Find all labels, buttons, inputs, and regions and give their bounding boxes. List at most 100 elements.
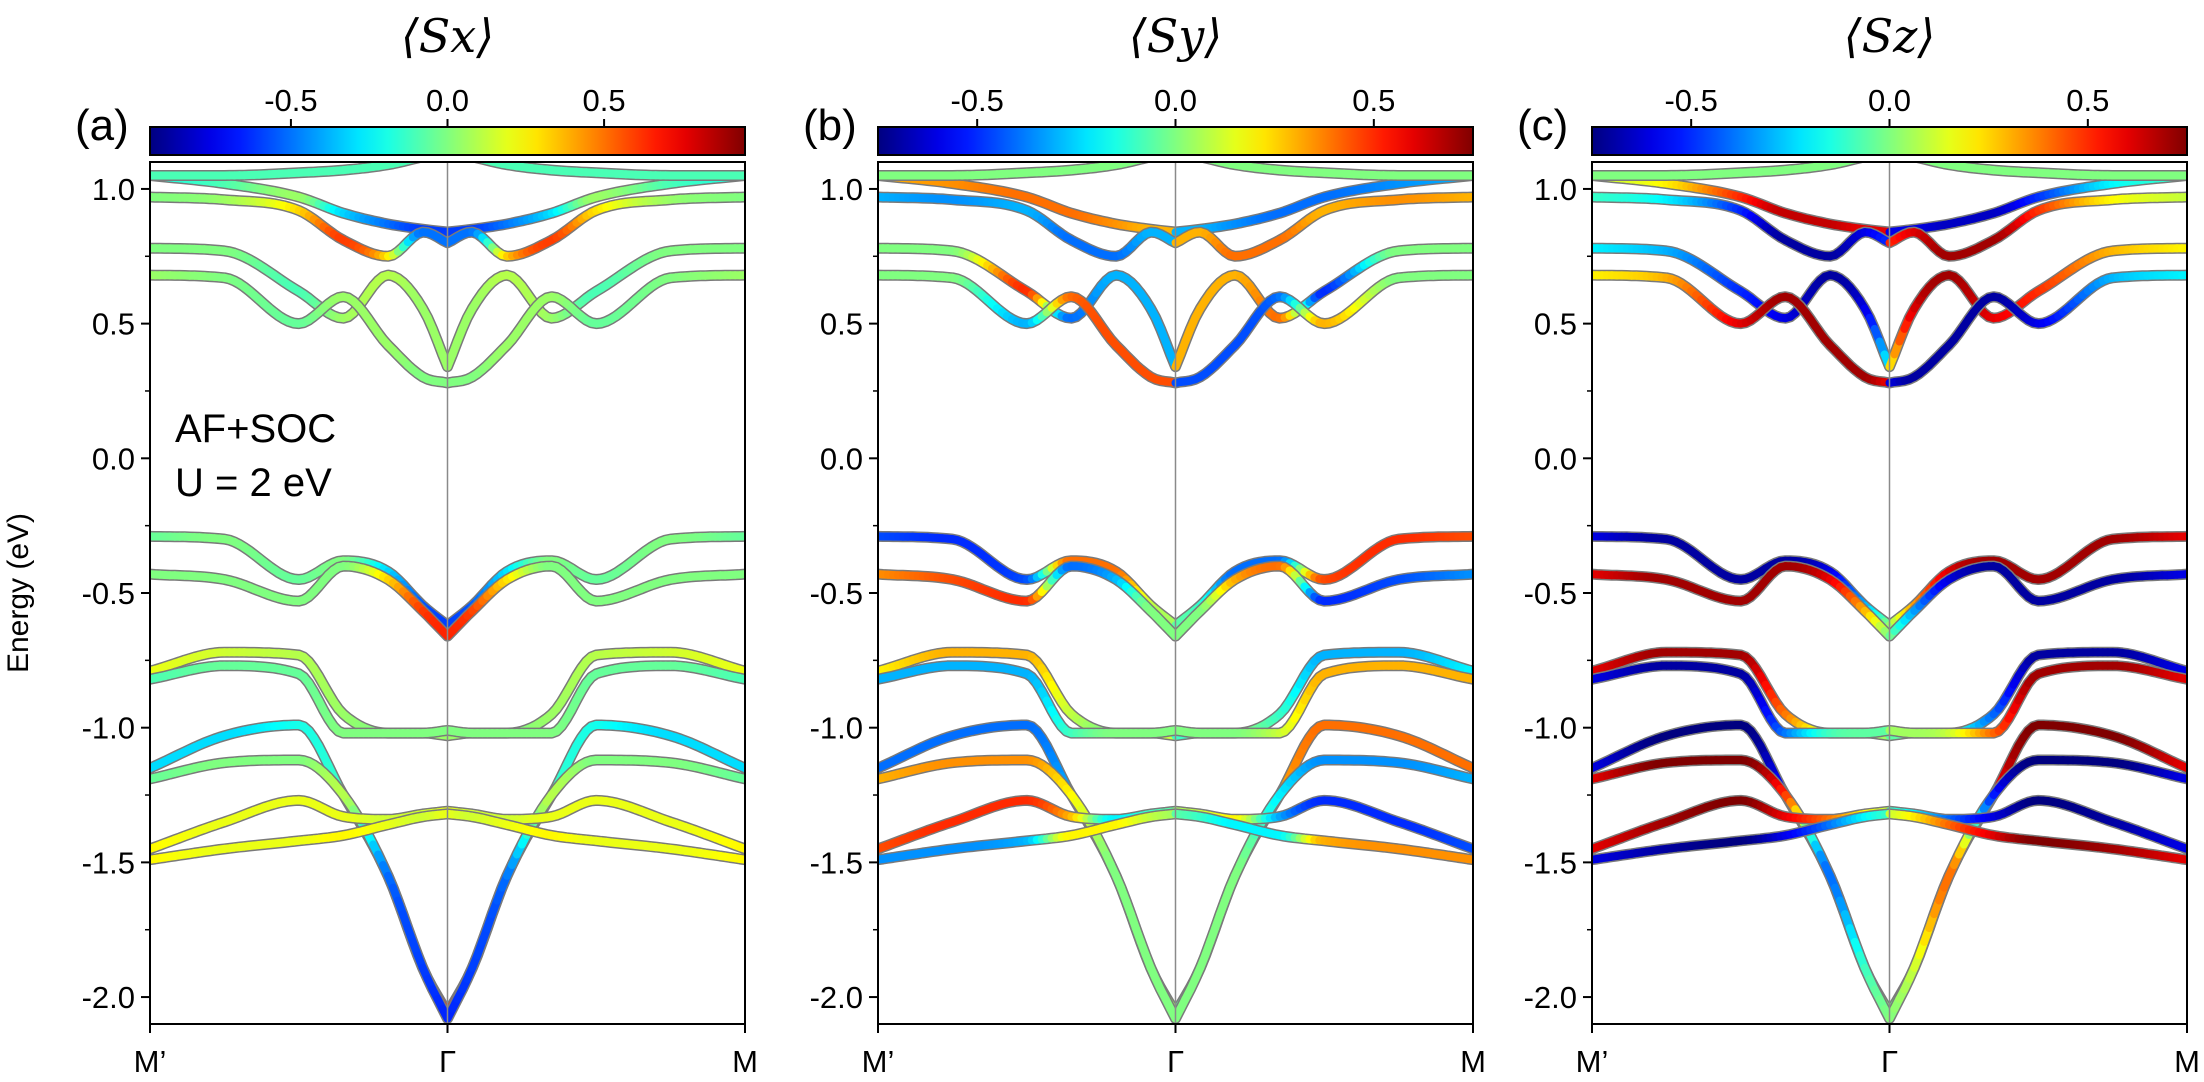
colorbar-tick-label: 0.5	[1352, 83, 1395, 118]
x-tick-label: Γ	[439, 1044, 456, 1079]
annotation-line: U = 2 eV	[175, 461, 332, 505]
y-tick-label: 0.5	[1534, 307, 1577, 342]
x-tick-label: Γ	[1881, 1044, 1898, 1079]
band-3	[150, 269, 745, 389]
band-5	[150, 560, 745, 642]
band-2	[150, 242, 745, 373]
band-4	[878, 530, 1473, 631]
x-tick-label: M	[1460, 1044, 1486, 1079]
colorbar-tick-label: 0.0	[426, 83, 469, 118]
band-segment	[409, 162, 419, 164]
y-axis-label: Energy (eV)	[2, 513, 35, 673]
x-tick-label: M	[732, 1044, 758, 1079]
band-11	[150, 808, 745, 866]
band-4	[150, 530, 745, 631]
colorbar-tick-label: 0.5	[2066, 83, 2109, 118]
band-segment	[1146, 157, 1151, 158]
x-axis: M’ Γ M	[862, 1024, 1486, 1079]
y-tick-label: 1.0	[92, 172, 135, 207]
band-segment	[1207, 162, 1219, 165]
band-segment	[1914, 157, 1919, 158]
x-axis: M’ Γ M	[1576, 1024, 2200, 1079]
panel-2: -2.0 -1.5 -1.0 -0.5 0.0 0.5 1.0 M’ Γ M -0.5 0.0 0.5 ⟨…	[1517, 9, 2200, 1079]
band-1	[150, 191, 745, 262]
y-axis: -2.0 -1.5 -1.0 -0.5 0.0 0.5 1.0	[1524, 172, 1592, 1015]
colorbar-label: ⟨Sz⟩	[1844, 9, 1936, 63]
band-segment	[1918, 162, 1928, 164]
band-1	[878, 191, 1473, 262]
band-segment	[1860, 157, 1865, 158]
band-7	[1592, 660, 2187, 739]
panel-label: (b)	[803, 101, 857, 150]
colorbar-tick-label: 0.0	[1154, 83, 1197, 118]
x-tick-label: M’	[1576, 1044, 1609, 1079]
colorbar: -0.5 0.0 0.5 ⟨Sx⟩	[149, 9, 746, 156]
y-tick-label: -1.5	[82, 845, 135, 880]
band-segment	[479, 162, 491, 165]
y-tick-label: -1.0	[810, 711, 863, 746]
band-segment	[472, 157, 477, 158]
x-tick-label: M’	[862, 1044, 895, 1079]
y-tick-label: 1.0	[1534, 172, 1577, 207]
y-tick-label: 0.0	[1534, 441, 1577, 476]
x-axis: M’ Γ M	[134, 1024, 758, 1079]
y-axis: -2.0 -1.5 -1.0 -0.5 0.0 0.5 1.0	[810, 172, 878, 1015]
bands	[150, 157, 745, 1024]
colorbar-tick-label: -0.5	[264, 83, 317, 118]
y-tick-label: -2.0	[1524, 980, 1577, 1015]
band-segment	[476, 162, 486, 164]
colorbar-tick-label: 0.5	[583, 83, 626, 118]
panel-1: -2.0 -1.5 -1.0 -0.5 0.0 0.5 1.0 M’ Γ M -0.5 0.0 0.5 ⟨…	[803, 9, 1486, 1079]
y-tick-label: 0.0	[820, 441, 863, 476]
colorbar-tick-label: 0.0	[1868, 83, 1911, 118]
colorbar-tick-label: -0.5	[950, 83, 1003, 118]
y-tick-label: -0.5	[810, 576, 863, 611]
y-tick-label: -2.0	[82, 980, 135, 1015]
colorbar-gradient	[149, 126, 746, 156]
band-10	[1592, 794, 2187, 855]
band-segment	[1204, 162, 1214, 164]
band-segment	[1200, 157, 1205, 158]
panel-0: -2.0 -1.5 -1.0 -0.5 0.0 0.5 1.0 M’ Γ M -0.5 0.0 0.5 ⟨…	[2, 9, 758, 1079]
band-segment	[404, 162, 416, 165]
y-tick-label: 0.5	[92, 307, 135, 342]
y-axis: -2.0 -1.5 -1.0 -0.5 0.0 0.5 1.0	[82, 172, 150, 1015]
y-tick-label: 0.0	[92, 441, 135, 476]
bands	[1592, 157, 2187, 1024]
colorbar-gradient	[877, 126, 1474, 156]
y-tick-label: -1.5	[1524, 845, 1577, 880]
x-tick-label: Γ	[1167, 1044, 1184, 1079]
y-tick-label: 0.5	[820, 307, 863, 342]
band-12	[878, 157, 1473, 181]
colorbar-tick-label: -0.5	[1664, 83, 1717, 118]
band-12	[150, 157, 745, 181]
y-tick-label: -1.5	[810, 845, 863, 880]
x-tick-label: M	[2174, 1044, 2200, 1079]
colorbar: -0.5 0.0 0.5 ⟨Sz⟩	[1591, 9, 2188, 156]
band-segment	[1137, 162, 1147, 164]
band-segment	[1921, 162, 1933, 165]
band-segment	[1132, 162, 1144, 165]
colorbar-label: ⟨Sx⟩	[401, 9, 494, 63]
band-12	[1592, 157, 2187, 181]
colorbar-label: ⟨Sy⟩	[1129, 9, 1222, 63]
band-segment	[418, 157, 423, 158]
y-tick-label: -2.0	[810, 980, 863, 1015]
band-11	[1592, 808, 2187, 866]
colorbar-gradient	[1591, 126, 2188, 156]
panel-label: (c)	[1517, 101, 1568, 150]
y-tick-label: -0.5	[1524, 576, 1577, 611]
y-tick-label: 1.0	[820, 172, 863, 207]
band-11	[878, 808, 1473, 866]
x-tick-label: M’	[134, 1044, 167, 1079]
band-1	[1592, 191, 2187, 262]
colorbar: -0.5 0.0 0.5 ⟨Sy⟩	[877, 9, 1474, 156]
annotation-line: AF+SOC	[175, 407, 336, 451]
y-tick-label: -0.5	[82, 576, 135, 611]
y-tick-label: -1.0	[1524, 711, 1577, 746]
y-tick-label: -1.0	[82, 711, 135, 746]
band-segment	[1846, 162, 1858, 165]
panel-label: (a)	[75, 101, 129, 150]
band-segment	[1851, 162, 1861, 164]
